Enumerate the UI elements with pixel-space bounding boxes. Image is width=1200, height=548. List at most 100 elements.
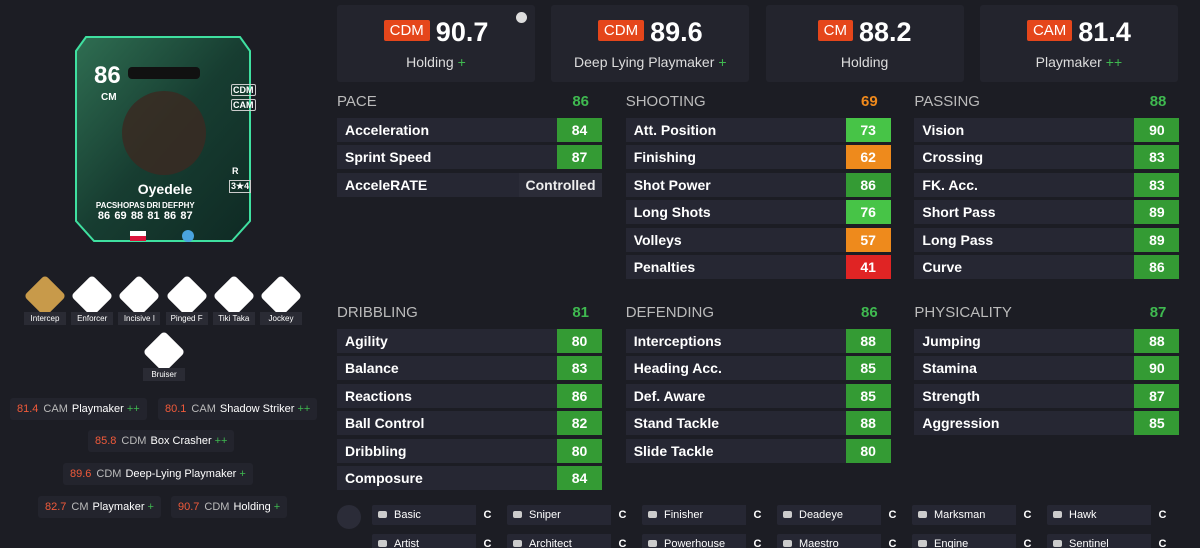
- position-badge: CAM: [1026, 20, 1073, 41]
- role-chip: 81.4 CAM Playmaker ++: [10, 398, 147, 420]
- stat-label: Strength: [914, 383, 1135, 408]
- stat-label: Shot Power: [625, 172, 846, 197]
- group-value: 69: [861, 93, 878, 110]
- position-badge: CM: [817, 20, 853, 41]
- playstyle-icon: [259, 274, 303, 318]
- card-alt-position: CDM: [231, 84, 256, 96]
- stat-label: Acceleration: [337, 118, 557, 142]
- stat-value: 62: [845, 145, 891, 170]
- stat-value: 76: [845, 200, 891, 225]
- top-role-rating: 81.4: [1078, 17, 1131, 47]
- group-value: 86: [572, 93, 589, 110]
- position-badge: CDM: [383, 20, 430, 41]
- card-shape: [75, 36, 251, 242]
- chem-icon: [378, 540, 387, 547]
- playstyle-icon: [118, 274, 161, 318]
- chem-icon: [378, 511, 387, 518]
- chem-icon: [783, 511, 792, 518]
- card-alt-position: CAM: [231, 99, 256, 111]
- stat-label: Composure: [337, 466, 557, 490]
- card-stat-value: 86: [163, 210, 177, 222]
- stat-value: 84: [557, 466, 602, 490]
- card-stat-label: DEF: [162, 201, 178, 210]
- group-value: 81: [572, 304, 589, 321]
- stat-value: 80: [557, 329, 602, 353]
- role-plus: ++: [297, 403, 311, 415]
- chem-style: Finisher C: [642, 505, 769, 525]
- stat-label: Slide Tackle: [625, 438, 846, 463]
- stat-value: 88: [845, 329, 891, 353]
- top-role-rating: 89.6: [650, 17, 703, 47]
- role-chip: 90.7 CDM Holding +: [171, 496, 288, 518]
- playstyle-label: Pinged F: [165, 312, 208, 325]
- role-rating: 85.8: [95, 435, 117, 447]
- group-value: 88: [1149, 93, 1167, 110]
- role-rating: 90.7: [178, 501, 200, 513]
- role-position: CAM: [43, 403, 68, 415]
- card-name: Oyedele: [137, 181, 193, 197]
- role-name: Playmaker: [92, 501, 145, 513]
- info-icon: [516, 12, 527, 23]
- stat-label: Long Shots: [625, 200, 846, 225]
- chem-grade: C: [1151, 505, 1174, 525]
- top-role-box: CDM 89.6 Deep Lying Playmaker +: [551, 5, 750, 82]
- chem-name: Marksman: [934, 509, 986, 521]
- card-stat-label: SHO: [111, 201, 130, 210]
- chem-style: Hawk C: [1047, 505, 1174, 525]
- chem-grade: C: [746, 534, 769, 548]
- card-stat-value: 69: [114, 210, 127, 222]
- chem-name: Sniper: [529, 509, 561, 521]
- stat-value: 85: [845, 356, 891, 381]
- role-plus: +: [239, 468, 246, 480]
- chem-name: Basic: [394, 509, 421, 521]
- chem-style: Powerhouse C: [642, 534, 769, 548]
- chem-icon: [918, 540, 927, 547]
- top-role-line: Holding +: [337, 54, 535, 70]
- top-role-plus: +: [457, 54, 466, 70]
- chem-grade: C: [1016, 505, 1039, 525]
- stat-label: Reactions: [337, 383, 557, 408]
- role-position: CDM: [96, 468, 122, 480]
- stat-value: 86: [557, 383, 602, 408]
- stat-label: FK. Acc.: [914, 172, 1135, 197]
- top-role-name: Deep Lying Playmaker: [574, 54, 715, 70]
- top-role-head: CAM 81.4: [980, 17, 1178, 48]
- position-badge: CDM: [597, 20, 645, 41]
- top-role-head: CDM 90.7: [337, 17, 535, 48]
- stat-value: 86: [845, 172, 891, 197]
- stat-value: 82: [557, 411, 602, 436]
- role-plus: ++: [214, 435, 228, 447]
- role-name: Box Crasher: [150, 435, 212, 447]
- stat-label: Curve: [914, 255, 1135, 279]
- top-role-box: CAM 81.4 Playmaker ++: [979, 5, 1178, 82]
- top-role-line: Holding: [766, 54, 964, 70]
- card-stat-value: 87: [180, 210, 193, 222]
- playstyle-icon: [165, 274, 208, 318]
- role-name: Playmaker: [71, 403, 124, 415]
- chem-grade: C: [1016, 534, 1039, 548]
- card-skill-foot: R: [232, 166, 239, 176]
- chem-grade: C: [476, 534, 499, 548]
- stat-label: AcceleRATE: [337, 172, 519, 197]
- chem-icon: [513, 540, 522, 547]
- card-stat-value: 86: [97, 210, 111, 222]
- top-role-name: Holding: [840, 54, 889, 70]
- chem-grade: C: [611, 505, 634, 525]
- stat-value: 89: [1134, 200, 1180, 225]
- group-name: DEFENDING: [625, 304, 715, 321]
- role-rating: 80.1: [165, 403, 187, 415]
- stat-label: Vision: [914, 118, 1135, 142]
- role-chip: 85.8 CDM Box Crasher ++: [88, 430, 235, 452]
- top-role-box: CM 88.2 Holding: [765, 5, 964, 82]
- top-role-plus: ++: [1105, 54, 1123, 70]
- top-role-rating: 90.7: [435, 17, 489, 47]
- role-plus: +: [273, 501, 281, 513]
- chem-style: Basic C: [372, 505, 499, 525]
- role-name: Holding: [233, 501, 271, 513]
- role-rating: 82.7: [45, 501, 67, 513]
- stat-label: Dribbling: [337, 438, 557, 463]
- chem-grade: C: [881, 534, 904, 548]
- stat-label: Penalties: [625, 255, 846, 279]
- chem-name: Powerhouse: [664, 538, 726, 548]
